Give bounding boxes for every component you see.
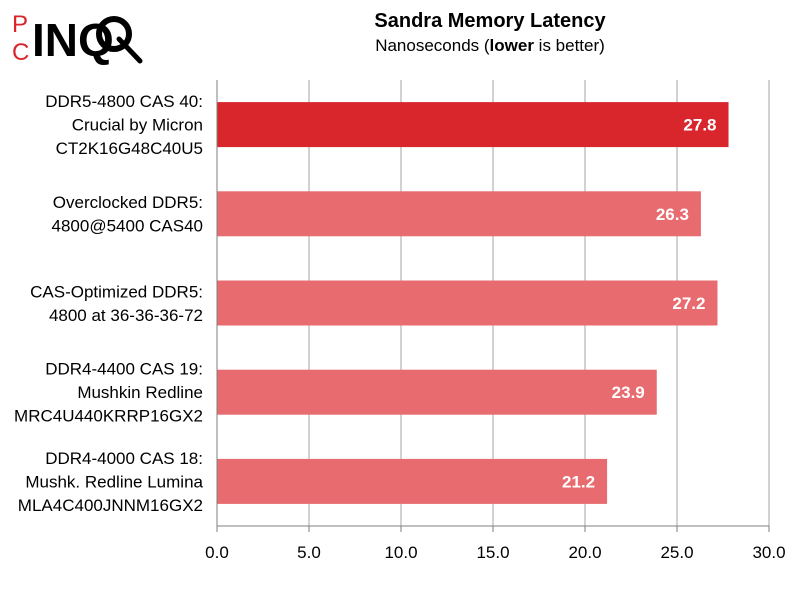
category-label-line: CT2K16G48C40U5 — [56, 139, 203, 158]
category-label-line: Mushkin Redline — [77, 383, 203, 402]
category-label: DDR4-4400 CAS 19: Mushkin Redline MRC4U440… — [14, 360, 203, 426]
labels: 0.0 5.0 10.0 15.0 20.0 25.0 30.0 27.8 DDR5-4800 … — [14, 92, 786, 562]
chart-subtitle: Nanoseconds (lower is better) — [200, 34, 780, 58]
x-tick-label: 20.0 — [568, 543, 601, 562]
bar — [217, 191, 701, 237]
category-label-line: DDR5-4800 CAS 40: — [45, 92, 203, 111]
category-label: DDR5-4800 CAS 40: Crucial by Micron CT2K16… — [45, 92, 203, 158]
logo-letter-c: C — [12, 39, 29, 66]
bar — [217, 369, 657, 415]
axes — [216, 80, 770, 532]
x-tick-label: 15.0 — [476, 543, 509, 562]
category-label: Overclocked DDR5: 4800@5400 CAS40 — [52, 193, 203, 236]
magnifier-icon — [96, 16, 143, 64]
bar — [217, 280, 718, 326]
category-label-line: Mushk. Redline Lumina — [25, 472, 203, 491]
chart-title-block: Sandra Memory Latency Nanoseconds (lower… — [200, 8, 780, 58]
data-label: 26.3 — [656, 205, 689, 224]
bar — [217, 102, 729, 148]
category-label: DDR4-4000 CAS 18: Mushk. Redline Lumina ML… — [18, 449, 204, 515]
category-label-line: Overclocked DDR5: — [53, 193, 203, 212]
data-label: 21.2 — [562, 472, 595, 491]
pcinq-logo: P C INQ — [12, 11, 143, 66]
category-label-line: 4800 at 36-36-36-72 — [49, 306, 203, 325]
data-label: 23.9 — [612, 383, 645, 402]
logo-letter-p: P — [12, 11, 28, 38]
category-label-line: CAS-Optimized DDR5: — [30, 282, 203, 301]
x-tick-label: 0.0 — [205, 543, 229, 562]
chart-title: Sandra Memory Latency — [374, 10, 606, 32]
category-label-line: MLA4C400JNNM16GX2 — [18, 496, 203, 515]
data-label: 27.8 — [683, 116, 716, 135]
x-tick-label: 5.0 — [297, 543, 321, 562]
bars — [217, 102, 729, 504]
subtitle-part: Nanoseconds ( — [375, 36, 490, 55]
subtitle-part: is better) — [533, 36, 605, 55]
category-label: CAS-Optimized DDR5: 4800 at 36-36-36-72 — [30, 282, 203, 325]
x-tick-label: 25.0 — [660, 543, 693, 562]
category-label-line: 4800@5400 CAS40 — [52, 217, 203, 236]
category-label-line: DDR4-4400 CAS 19: — [45, 360, 203, 379]
category-label-line: Crucial by Micron — [72, 116, 203, 135]
data-label: 27.2 — [672, 294, 705, 313]
category-label-line: DDR4-4000 CAS 18: — [45, 449, 203, 468]
category-label-line: MRC4U440KRRP16GX2 — [14, 407, 203, 426]
subtitle-emphasis: lower — [489, 36, 534, 55]
x-tick-label: 30.0 — [752, 543, 785, 562]
bar — [217, 458, 608, 504]
x-tick-label: 10.0 — [384, 543, 417, 562]
